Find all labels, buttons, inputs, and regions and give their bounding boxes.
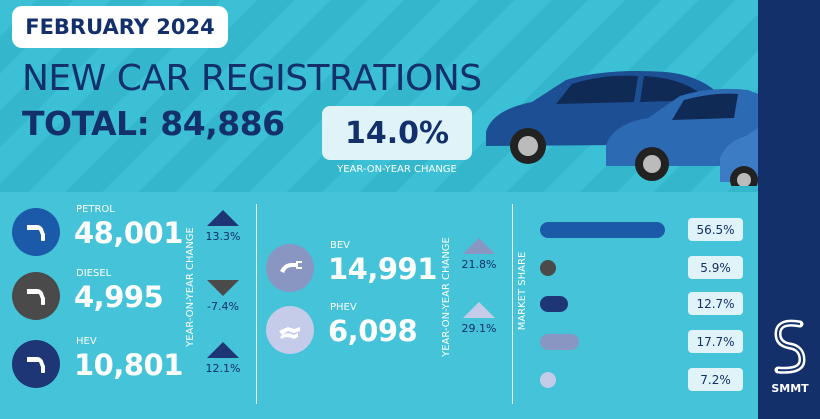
share-row-bev: 17.7% xyxy=(540,330,745,354)
yoy-change-box: 14.0% xyxy=(322,106,472,160)
share-value: 56.5% xyxy=(688,218,743,241)
change-bev: 21.8% xyxy=(452,236,506,271)
fuel-label: HEV xyxy=(76,336,97,347)
fuel-row-diesel: DIESEL 4,995 xyxy=(12,264,182,324)
page-title: NEW CAR REGISTRATIONS xyxy=(22,58,482,99)
share-row-petrol: 56.5% xyxy=(540,218,745,242)
change-value: 21.8% xyxy=(461,258,497,271)
fuel-row-bev: BEV 14,991 xyxy=(266,236,437,296)
fuel-pump-icon xyxy=(12,272,60,320)
yoy-change-caption: YEAR-ON-YEAR CHANGE xyxy=(337,164,457,175)
share-bar xyxy=(540,296,569,312)
fuel-value: 48,001 xyxy=(74,216,183,250)
fuel-row-hev: HEV 10,801 xyxy=(12,332,183,392)
fuel-value: 4,995 xyxy=(74,280,164,314)
fuel-value: 14,991 xyxy=(328,252,437,286)
share-value: 17.7% xyxy=(688,330,743,353)
fuel-label: PHEV xyxy=(330,302,357,313)
fuel-row-phev: PHEV 6,098 xyxy=(266,298,436,358)
change-value: -7.4% xyxy=(207,300,239,313)
change-hev: 12.1% xyxy=(196,340,250,375)
fuel-label: BEV xyxy=(330,240,351,251)
share-bar xyxy=(540,222,665,238)
logo-text: SMMT xyxy=(771,382,809,395)
change-diesel: -7.4% xyxy=(196,278,250,313)
fuel-label: DIESEL xyxy=(76,268,112,279)
fuel-row-petrol: PETROL 48,001 xyxy=(12,200,183,260)
car-front xyxy=(720,128,758,186)
charging-plug-icon xyxy=(266,244,314,292)
market-share-label: MARKET SHARE xyxy=(517,251,528,331)
share-bar xyxy=(540,372,556,388)
change-value: 29.1% xyxy=(461,322,497,335)
up-arrow-icon xyxy=(463,302,495,318)
fuel-value: 10,801 xyxy=(74,348,183,382)
smmt-s-icon xyxy=(774,319,806,374)
smmt-logo: SMMT xyxy=(762,318,818,408)
fuel-pump-icon xyxy=(12,340,60,388)
date-badge: FEBRUARY 2024 xyxy=(12,6,228,48)
share-value: 5.9% xyxy=(688,256,743,279)
cars-illustration xyxy=(486,71,758,186)
car-middle xyxy=(606,88,758,181)
fuel-pump-icon xyxy=(12,208,60,256)
divider xyxy=(512,204,513,404)
change-phev: 29.1% xyxy=(452,300,506,335)
share-value: 7.2% xyxy=(688,368,743,391)
change-value: 13.3% xyxy=(205,230,241,243)
share-row-diesel: 5.9% xyxy=(540,256,745,280)
fuel-label: PETROL xyxy=(76,204,115,215)
fuel-value: 6,098 xyxy=(328,314,418,348)
up-arrow-icon xyxy=(207,210,239,226)
change-petrol: 13.3% xyxy=(196,208,250,243)
divider xyxy=(256,204,257,404)
total-registrations: TOTAL: 84,886 xyxy=(22,104,285,143)
down-arrow-icon xyxy=(207,280,239,296)
hybrid-plug-icon xyxy=(266,306,314,354)
share-row-hev: 12.7% xyxy=(540,292,745,316)
change-value: 12.1% xyxy=(205,362,241,375)
up-arrow-icon xyxy=(463,238,495,254)
share-row-phev: 7.2% xyxy=(540,368,745,392)
up-arrow-icon xyxy=(207,342,239,358)
share-bar xyxy=(540,260,556,276)
share-bar xyxy=(540,334,580,350)
share-value: 12.7% xyxy=(688,292,743,315)
